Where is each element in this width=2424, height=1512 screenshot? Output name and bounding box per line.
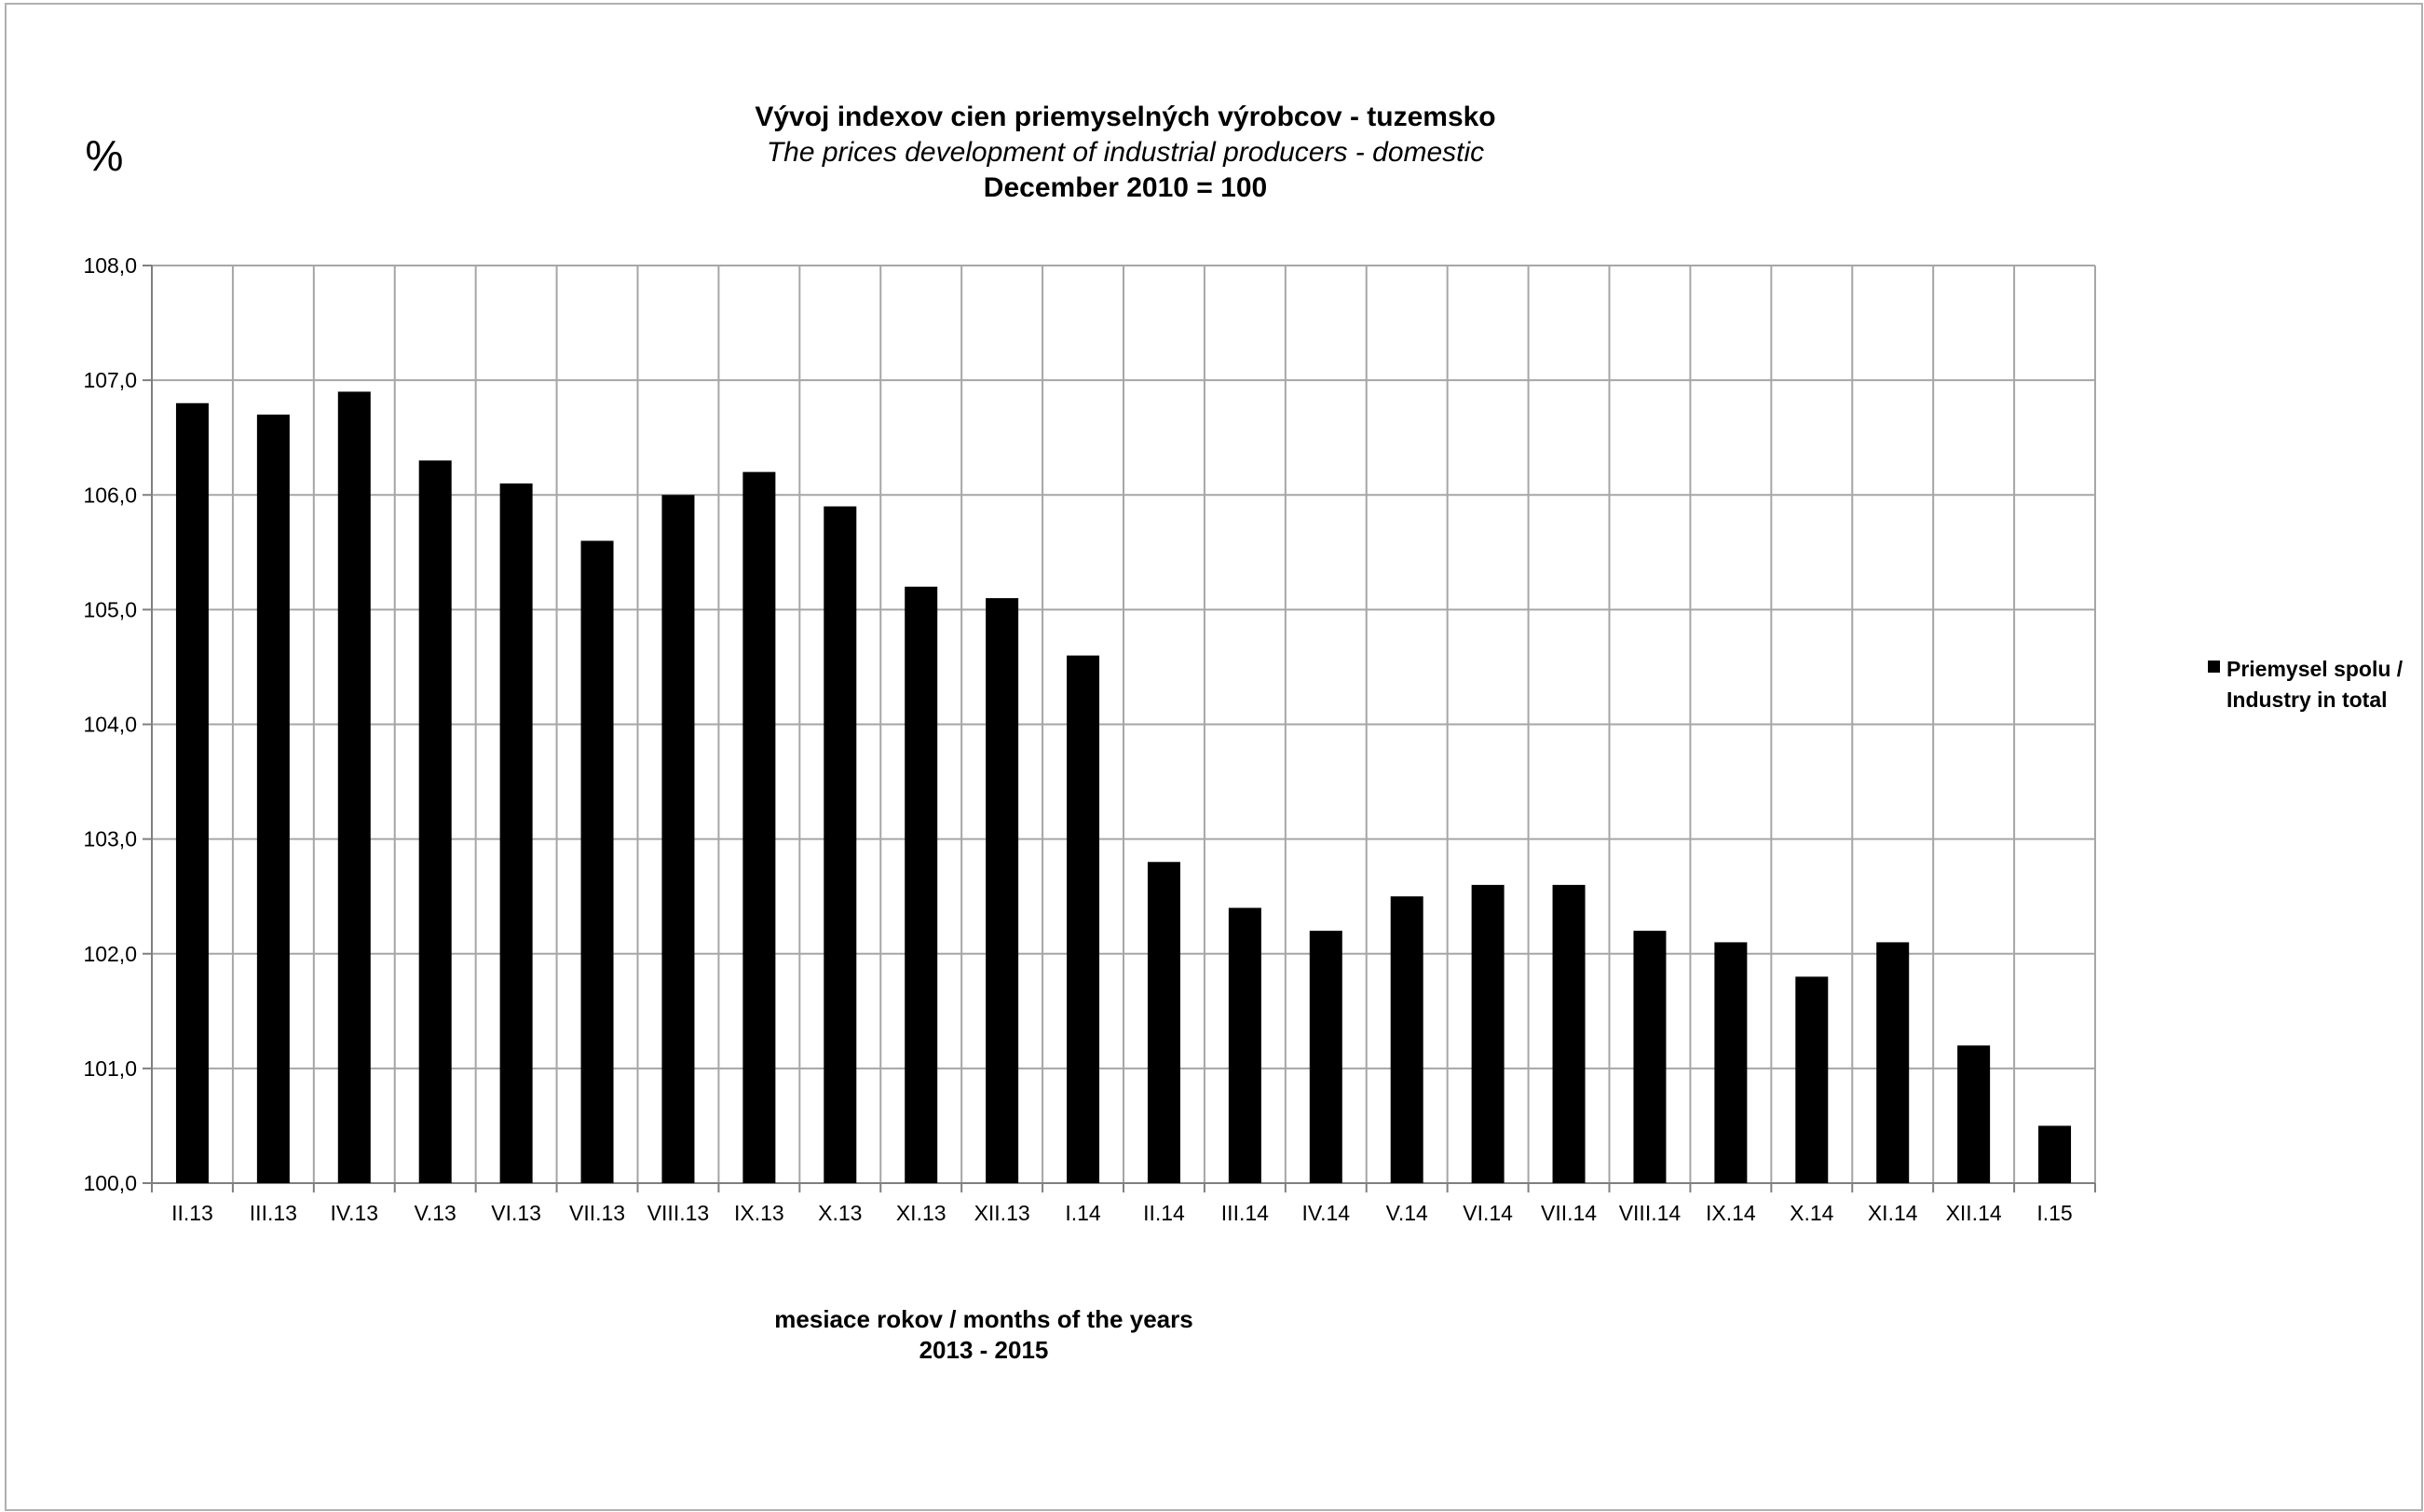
bar-I.15 [2038,1125,2072,1183]
x-tick-label: XII.13 [974,1201,1030,1225]
plot-grid [143,265,2096,1192]
y-tick-label: 102,0 [83,942,137,966]
bar-IX.13 [742,471,776,1183]
bar-X.14 [1795,976,1829,1183]
y-tick-label: 108,0 [83,253,137,278]
y-tick-label: 105,0 [83,597,137,621]
x-tick-label: IX.14 [1706,1201,1756,1225]
x-tick-label: IX.13 [734,1201,784,1225]
bar-IV.14 [1309,931,1342,1183]
x-tick-label: XII.14 [1946,1201,2002,1225]
bar-IV.13 [337,391,371,1183]
x-tick-label: VIII.13 [647,1201,709,1225]
x-tick-label: X.14 [1790,1201,1834,1225]
bar-VIII.14 [1633,931,1667,1183]
y-tick-label: 104,0 [83,713,137,737]
y-unit-label: % [86,131,124,180]
x-tick-label: IV.14 [1301,1201,1350,1225]
bar-VI.14 [1471,884,1505,1183]
x-tick-label: I.15 [2036,1201,2072,1225]
chart-base-note: December 2010 = 100 [984,172,1267,203]
bar-IX.14 [1714,942,1748,1183]
x-tick-label: V.13 [415,1201,456,1225]
x-tick-label: II.13 [171,1201,213,1225]
legend-swatch [2208,661,2220,673]
x-tick-label: I.14 [1065,1201,1101,1225]
bar-III.14 [1228,907,1261,1183]
x-tick-label: V.14 [1386,1201,1428,1225]
bar-VII.13 [580,540,614,1183]
bar-III.13 [256,415,290,1183]
x-tick-label: III.13 [250,1201,297,1225]
bar-I.14 [1067,655,1100,1183]
bar-VII.14 [1552,884,1586,1183]
bar-II.13 [175,402,209,1183]
chart-title: Vývoj indexov cien priemyselných výrobco… [755,102,1495,132]
x-tick-label: VII.14 [1541,1201,1597,1225]
bar-VI.13 [499,483,533,1183]
bar-V.13 [418,460,452,1183]
x-axis-label-line2: 2013 - 2015 [919,1336,1049,1364]
x-tick-label: III.14 [1221,1201,1269,1225]
y-tick-label: 106,0 [83,483,137,507]
bar-XI.14 [1876,942,1910,1183]
y-tick-label: 107,0 [83,368,137,392]
bar-V.14 [1390,896,1423,1183]
outer-border [5,3,2423,1511]
bar-VIII.13 [661,495,695,1183]
x-tick-label: II.14 [1143,1201,1185,1225]
x-tick-label: VII.13 [569,1201,625,1225]
legend-label-line1: Priemysel spolu / [2227,657,2404,681]
x-axis-label-line1: mesiace rokov / months of the years [774,1305,1192,1333]
legend-label-line2: Industry in total [2227,688,2388,712]
y-tick-label: 103,0 [83,827,137,851]
y-tick-label: 100,0 [83,1171,137,1195]
bar-series [175,391,2072,1183]
bar-XI.13 [905,586,938,1183]
bar-II.14 [1147,862,1180,1183]
chart-subtitle: The prices development of industrial pro… [767,137,1484,168]
legend: Priemysel spolu / Industry in total [2208,657,2404,712]
y-tick-label: 101,0 [83,1056,137,1081]
bar-XII.13 [986,598,1019,1183]
bar-XII.14 [1957,1045,1991,1183]
bar-X.13 [824,506,857,1183]
x-tick-label: X.13 [818,1201,862,1225]
x-tick-label: XI.14 [1868,1201,1918,1225]
x-tick-label: VI.13 [491,1201,541,1225]
x-axis-ticks: II.13 III.13 IV.13 V.13 VI.13 VII.13 VIII.13 IX… [171,1201,2073,1225]
x-tick-label: VI.14 [1463,1201,1513,1225]
x-tick-label: XI.13 [896,1201,946,1225]
x-tick-label: IV.13 [330,1201,378,1225]
x-tick-label: VIII.14 [1619,1201,1682,1225]
y-axis-ticks: 100,0 101,0 102,0 103,0 104,0 105,0 106,0 107,0… [83,253,137,1195]
